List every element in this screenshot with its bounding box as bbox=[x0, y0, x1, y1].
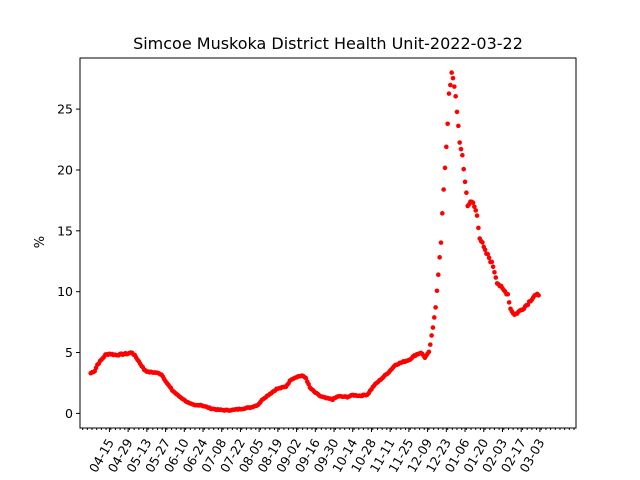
y-tick-label: 0 bbox=[65, 406, 73, 421]
data-point bbox=[437, 255, 442, 260]
data-point bbox=[480, 240, 485, 245]
data-point bbox=[461, 166, 466, 172]
data-point bbox=[446, 91, 452, 96]
data-point bbox=[489, 259, 495, 265]
data-point bbox=[492, 269, 497, 275]
data-point bbox=[306, 381, 311, 387]
data-point bbox=[536, 293, 541, 298]
y-tick-label: 5 bbox=[65, 345, 73, 360]
data-point bbox=[462, 179, 468, 185]
data-point bbox=[485, 251, 491, 257]
data-point bbox=[438, 240, 444, 245]
data-point bbox=[472, 204, 477, 210]
data-point bbox=[458, 146, 464, 152]
data-point bbox=[449, 70, 454, 75]
data-point bbox=[442, 165, 448, 171]
data-point bbox=[435, 272, 441, 278]
data-point bbox=[474, 213, 480, 218]
data-point bbox=[303, 375, 309, 381]
data-point bbox=[482, 247, 488, 253]
y-axis-label: % bbox=[33, 236, 48, 248]
data-point bbox=[476, 225, 481, 231]
data-point bbox=[441, 187, 446, 192]
data-point bbox=[429, 333, 434, 338]
data-point bbox=[460, 152, 465, 158]
data-point bbox=[506, 300, 512, 305]
data-point bbox=[452, 84, 457, 89]
data-point bbox=[430, 325, 436, 330]
data-point bbox=[445, 121, 450, 127]
data-point bbox=[456, 123, 461, 129]
data-point bbox=[490, 264, 496, 269]
data-point bbox=[444, 144, 449, 150]
data-point bbox=[473, 208, 479, 213]
data-points bbox=[88, 70, 541, 413]
data-point bbox=[486, 255, 492, 261]
data-point bbox=[457, 140, 462, 145]
data-point bbox=[431, 315, 437, 320]
data-point bbox=[440, 211, 445, 216]
y-axis-ticks: 0 5 10 15 20 25 bbox=[57, 102, 80, 421]
y-tick-label: 25 bbox=[57, 102, 73, 117]
data-point bbox=[434, 288, 440, 294]
data-point bbox=[448, 82, 453, 88]
x-axis-ticks: 04-1504-2905-1305-2706-1006-2407-0807-22… bbox=[82, 428, 575, 475]
data-point bbox=[450, 75, 456, 81]
data-point bbox=[454, 109, 460, 115]
data-point bbox=[464, 190, 469, 196]
data-point bbox=[427, 342, 433, 347]
y-tick-label: 20 bbox=[57, 162, 73, 177]
y-tick-label: 15 bbox=[57, 223, 73, 238]
chart-title: Simcoe Muskoka District Health Unit-2022… bbox=[133, 34, 523, 53]
data-point bbox=[426, 349, 432, 355]
data-point bbox=[505, 291, 511, 297]
data-point bbox=[453, 93, 458, 99]
data-point bbox=[433, 305, 438, 310]
data-point bbox=[493, 275, 499, 280]
plot-area-frame bbox=[79, 57, 577, 429]
y-tick-label: 10 bbox=[57, 284, 73, 299]
data-point bbox=[470, 200, 476, 205]
